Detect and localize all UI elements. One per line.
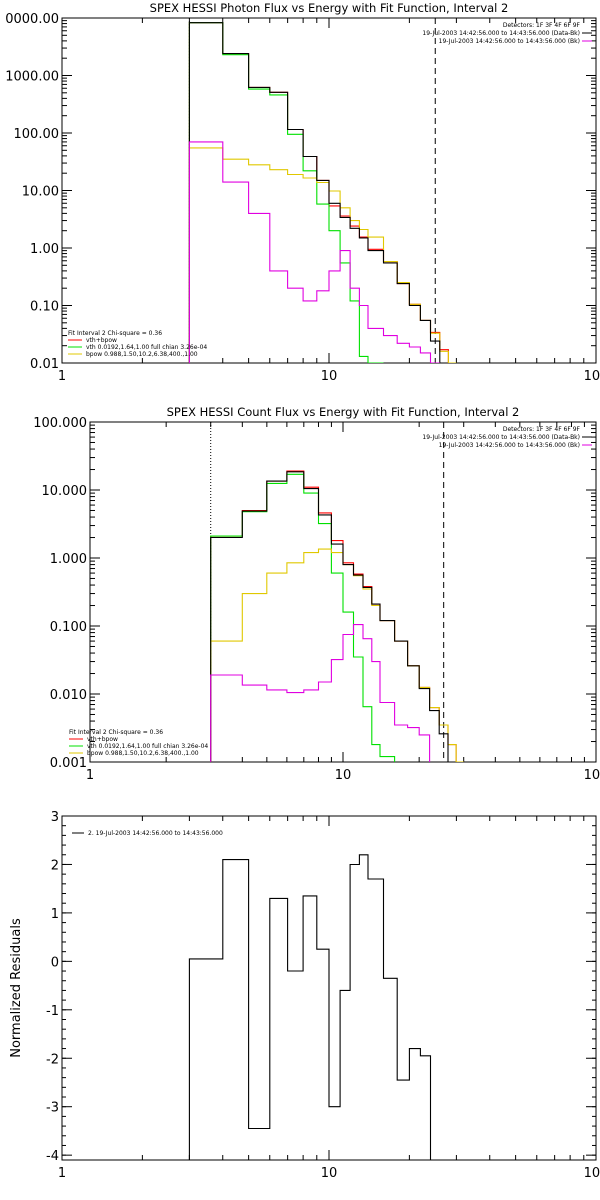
info-line: 19-Jul-2003 14:42:56.000 to 14:43:56.000…	[422, 434, 580, 441]
y-tick-label: -1	[46, 1004, 59, 1019]
x-tick-label: 10	[321, 1166, 338, 1181]
chart-title: SPEX HESSI Photon Flux vs Energy with Fi…	[150, 1, 509, 15]
legend-entry: 2. 19-Jul-2003 14:42:56.000 to 14:43:56.…	[88, 830, 223, 837]
info-line: 19-Jul-2003 14:42:56.000 to 14:43:56.000…	[422, 30, 580, 37]
series-line-vth	[188, 22, 384, 363]
legend-entry: bpow 0.988,1.50,10.2,6.38,400.,1.00	[87, 750, 199, 757]
y-axis-label: Normalized Residuals	[9, 918, 24, 1058]
y-tick-label: 10.00	[22, 185, 59, 200]
y-tick-label: 0.010	[50, 688, 87, 703]
info-line: Detectors: 1F 3F 4F 6F 9F	[503, 426, 581, 433]
x-tick-label: 100	[584, 369, 600, 384]
series-line-data	[188, 854, 440, 1160]
y-tick-label: 0.01	[30, 357, 59, 372]
x-tick-label: 10	[321, 369, 338, 384]
series-line-background_series	[188, 141, 440, 363]
x-tick-label: 1	[86, 768, 94, 783]
y-tick-label: 0.10	[30, 300, 59, 315]
legend-entry: bpow 0.988,1.50,10.2,6.38,400.,1.00	[86, 351, 198, 358]
x-tick-label: 1	[58, 369, 66, 384]
legend-entry: vth 0.0192,1.64,1.00 full chian 3.26e-04	[87, 743, 208, 750]
series-line-total	[210, 470, 464, 762]
info-line: 19-Jul-2003 14:42:56.000 to 14:43:56.000…	[439, 38, 580, 45]
x-tick-label: 1	[58, 1166, 66, 1181]
y-tick-label: -2	[46, 1052, 59, 1067]
y-tick-label: 100.00	[14, 127, 60, 142]
series-group	[210, 470, 464, 762]
y-tick-label: 10.000	[42, 484, 88, 499]
series-group	[188, 22, 457, 363]
y-tick-label: 0000.00	[5, 12, 59, 27]
y-tick-label: -4	[46, 1149, 59, 1164]
series-line-vth	[210, 473, 396, 762]
legend-header: Fit Interval 2 Chi-square = 0.36	[69, 729, 163, 736]
y-tick-label: 1000.00	[5, 70, 59, 85]
y-tick-label: 0.100	[50, 620, 87, 635]
y-tick-label: 1.000	[50, 552, 87, 567]
y-tick-label: 1	[51, 907, 59, 922]
y-tick-label: 0	[51, 955, 59, 970]
legend-header: Fit Interval 2 Chi-square = 0.36	[68, 330, 162, 337]
info-line: Detectors: 1F 3F 4F 6F 9F	[503, 22, 581, 29]
chart-panel-1: SPEX HESSI Photon Flux vs Energy with Fi…	[5, 1, 600, 384]
series-group	[188, 854, 440, 1160]
series-line-total	[188, 22, 449, 363]
series-line-data	[210, 471, 449, 762]
legend-entry: vth+bpow	[87, 736, 118, 743]
chart-panel-3: 1 10 100 -4 -3 -2 -1 0 1 2 3 Normalized Residuals 2.…	[9, 810, 600, 1181]
legend-entry: vth 0.0192,1.64,1.00 full chian 3.26e-04	[86, 344, 207, 351]
chart-panel-2: SPEX HESSI Count Flux vs Energy with Fit…	[33, 405, 600, 783]
y-tick-label: 3	[51, 810, 59, 825]
info-line: 19-Jul-2003 14:42:56.000 to 14:43:56.000…	[439, 442, 580, 449]
legend-entry: vth+bpow	[86, 337, 117, 344]
x-tick-label: 100	[584, 768, 600, 783]
series-line-data	[188, 22, 441, 363]
series-line-bpow	[210, 548, 464, 762]
series-line-background_series	[210, 624, 431, 762]
y-tick-label: 100.000	[33, 416, 87, 431]
x-tick-label: 100	[584, 1166, 600, 1181]
y-tick-label: 0.001	[50, 756, 87, 771]
y-tick-label: 1.00	[30, 242, 59, 257]
y-tick-label: -3	[46, 1101, 59, 1116]
chart-title: SPEX HESSI Count Flux vs Energy with Fit…	[167, 405, 520, 419]
x-tick-label: 10	[335, 768, 352, 783]
y-tick-label: 2	[51, 858, 59, 873]
